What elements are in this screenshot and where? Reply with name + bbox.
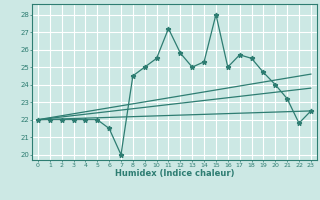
- X-axis label: Humidex (Indice chaleur): Humidex (Indice chaleur): [115, 169, 234, 178]
